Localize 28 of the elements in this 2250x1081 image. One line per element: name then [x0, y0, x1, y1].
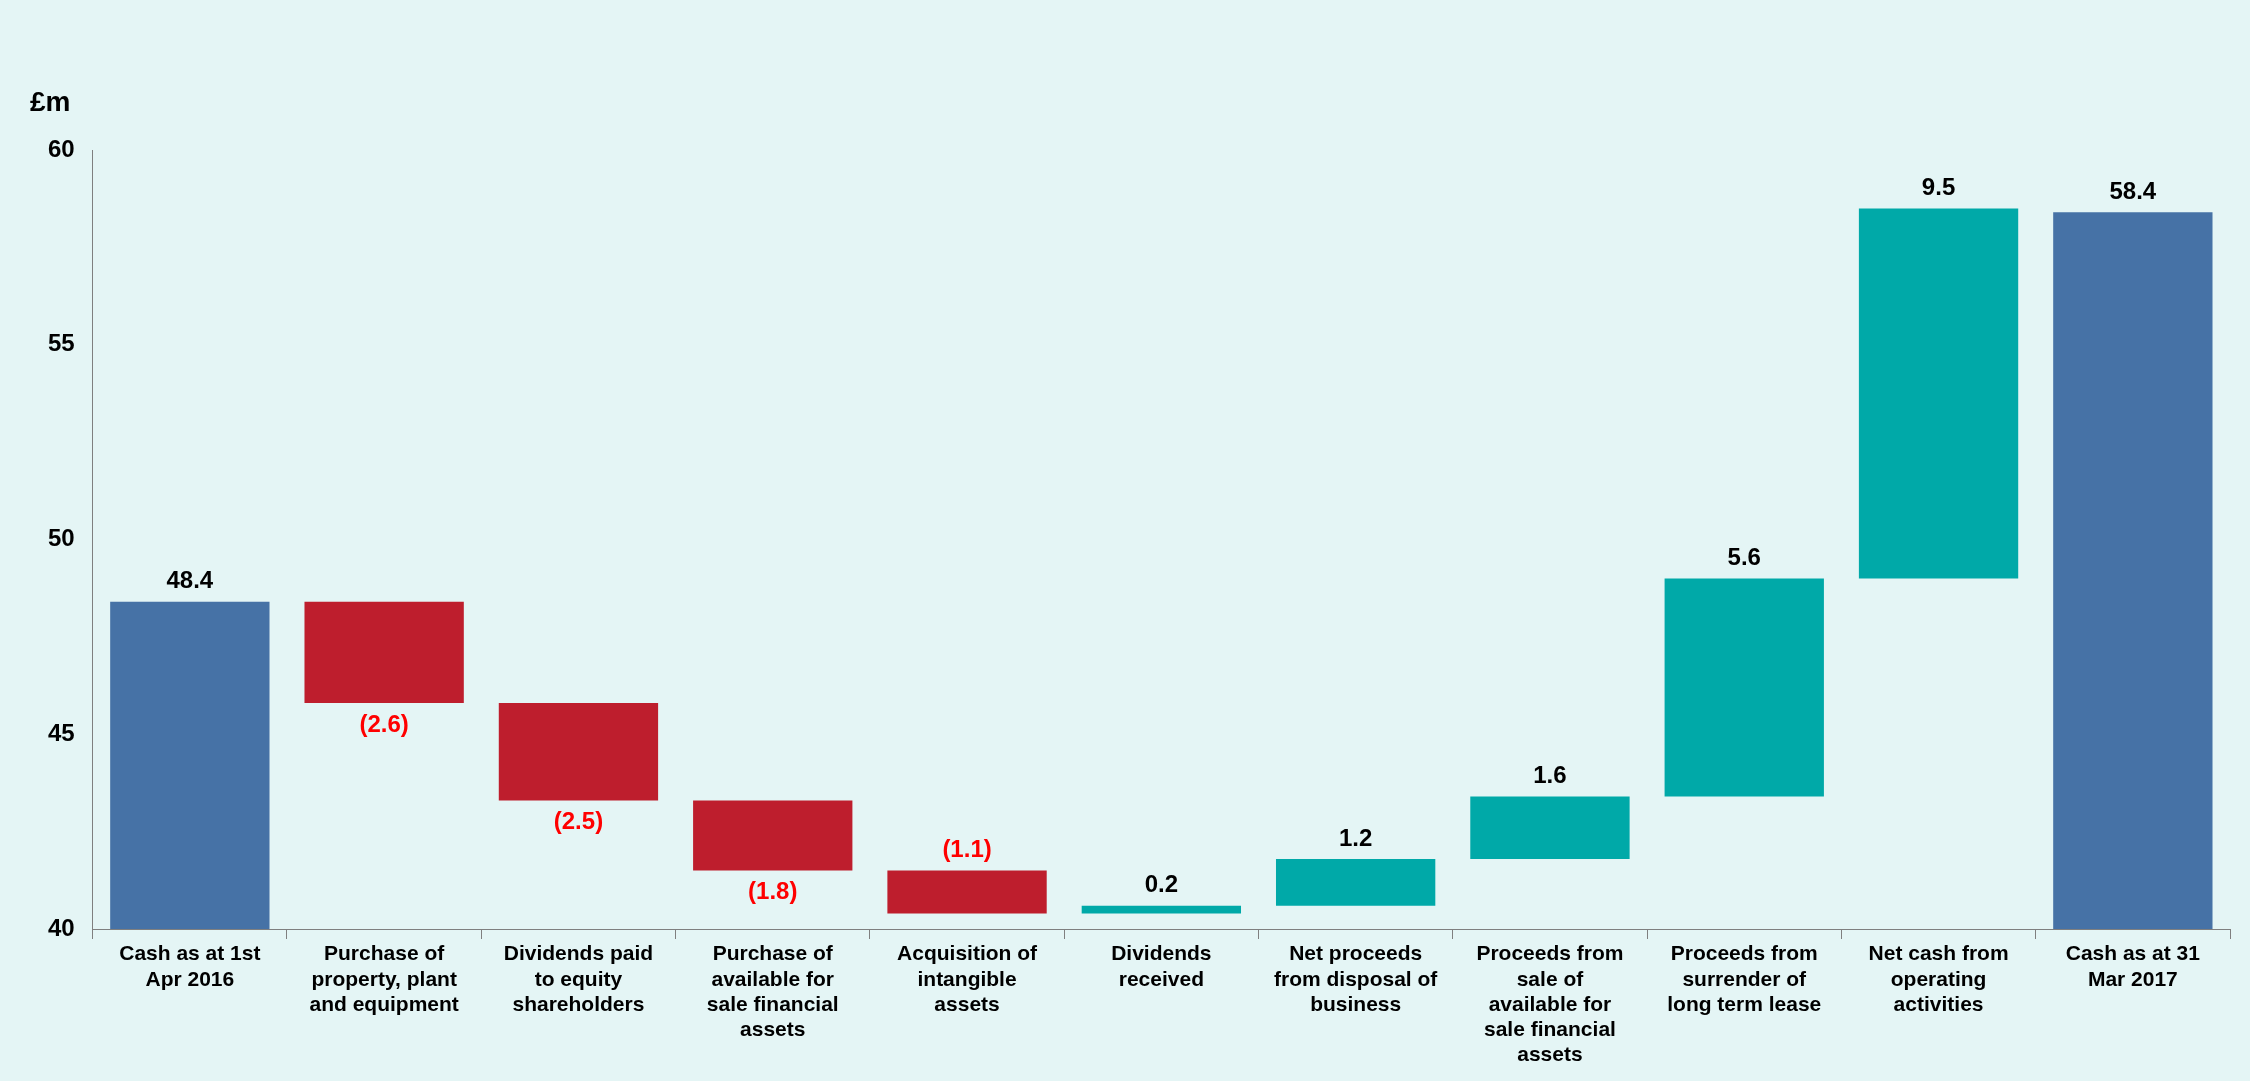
data-label: (1.1)	[942, 835, 992, 863]
x-tick-label: Purchase of property, plant and equipment	[309, 941, 459, 1015]
data-label: 58.4	[2109, 176, 2157, 204]
data-label: 0.2	[1144, 870, 1179, 898]
y-tick-label: 50	[47, 524, 75, 552]
y-tick-label: 45	[47, 718, 75, 746]
data-label: (2.5)	[553, 807, 604, 835]
data-label: (2.6)	[359, 709, 409, 737]
x-tick-label: Proceeds from surrender of long term lease	[1667, 941, 1822, 1015]
x-tick-label: Cash as at 31 Mar 2017	[2065, 941, 2201, 990]
data-label: 1.6	[1533, 761, 1567, 789]
x-tick-label: Acquisition of intangible assets	[897, 941, 1039, 1015]
y-axis-title: £m	[30, 86, 71, 118]
x-tick-label: Net proceeds from disposal of business	[1273, 941, 1439, 1015]
data-label: (1.8)	[748, 877, 798, 905]
data-label: 5.6	[1727, 543, 1761, 571]
data-label: 1.2	[1338, 823, 1373, 851]
data-label: 9.5	[1921, 173, 1956, 201]
x-tick-label: Cash as at 1st Apr 2016	[119, 941, 261, 990]
x-tick-label: Dividends received	[1111, 941, 1212, 990]
y-tick-label: 60	[47, 134, 75, 162]
data-label: 48.4	[166, 566, 214, 594]
y-tick-label: 40	[47, 913, 75, 941]
x-tick-label: Purchase of available for sale financial assets	[706, 941, 839, 1040]
x-tick-label: Dividends paid to equity shareholders	[503, 941, 654, 1015]
x-tick-label: Net cash from operating activities	[1868, 941, 2009, 1015]
y-tick-label: 55	[47, 329, 75, 357]
x-tick-label: Proceeds from sale of available for sale financial assets	[1476, 941, 1624, 1066]
